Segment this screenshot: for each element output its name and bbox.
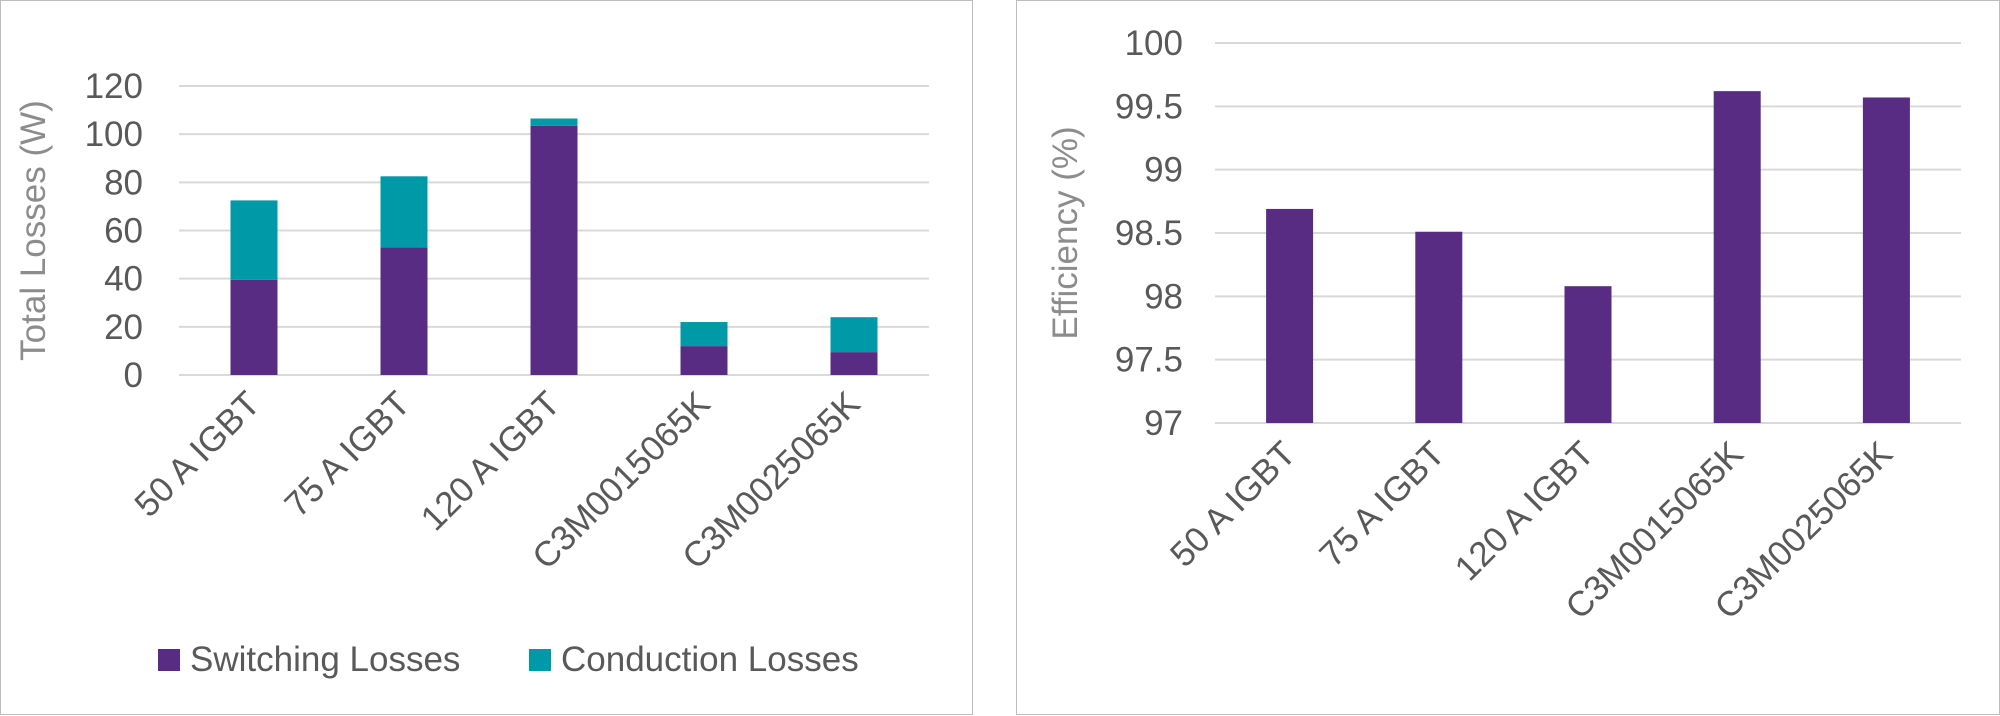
y-tick-label: 40 (104, 260, 143, 299)
y-tick-label: 20 (104, 308, 143, 347)
bar-switching-losses (380, 247, 428, 375)
legend-label: Conduction Losses (561, 640, 859, 679)
y-tick-label: 100 (85, 115, 143, 154)
bar-value (1713, 91, 1761, 423)
x-category-label: 120 A IGBT (1448, 434, 1602, 588)
x-category-label: 75 A IGBT (1312, 434, 1452, 574)
y-tick-label: 99 (1144, 151, 1183, 190)
bar-conduction-losses (530, 118, 578, 126)
bar-conduction-losses (380, 176, 428, 248)
efficiency-chart: 97 97.5 98 98.5 99 99.5 100 50 A IGBT 75 A IGBT1… (1046, 24, 1961, 627)
x-category-label: 120 A IGBT (414, 384, 568, 538)
bar-switching-losses (680, 346, 728, 375)
x-category-label: 50 A IGBT (127, 384, 267, 524)
legend-label: Switching Losses (190, 640, 460, 679)
losses-chart-panel: 0 20 40 60 80 100 120 50 A IGBT 75 A IGBT 120 A I… (0, 0, 973, 715)
y-tick-label: 98 (1144, 277, 1183, 316)
bar-conduction-losses (680, 322, 728, 347)
legend-swatch (158, 649, 180, 671)
legend-swatch (529, 649, 551, 671)
y-tick-label: 98.5 (1115, 214, 1183, 253)
bar-conduction-losses (230, 200, 278, 280)
y-tick-label: 60 (104, 212, 143, 251)
bar-switching-losses (530, 125, 578, 375)
bar-value (1415, 231, 1463, 423)
bar-switching-losses (830, 352, 878, 375)
x-category-label: 50 A IGBT (1163, 434, 1303, 574)
bar-switching-losses (230, 279, 278, 375)
y-tick-label: 97.5 (1115, 341, 1183, 380)
bar-value (1862, 97, 1910, 423)
bar-value (1266, 208, 1314, 423)
y-tick-label: 99.5 (1115, 87, 1183, 126)
y-tick-label: 100 (1125, 24, 1183, 63)
efficiency-chart-panel: 97 97.5 98 98.5 99 99.5 100 50 A IGBT 75 A IGBT 1… (1016, 0, 2000, 715)
y-tick-label: 120 (85, 67, 143, 106)
y-axis-title: Total Losses (W) (14, 100, 53, 361)
y-tick-label: 0 (124, 356, 143, 395)
y-tick-label: 97 (1144, 404, 1183, 443)
y-axis-title: Efficiency (%) (1046, 126, 1085, 339)
bar-value (1564, 286, 1612, 423)
bar-conduction-losses (830, 317, 878, 353)
y-tick-label: 80 (104, 163, 143, 202)
x-category-label: 75 A IGBT (277, 384, 417, 524)
